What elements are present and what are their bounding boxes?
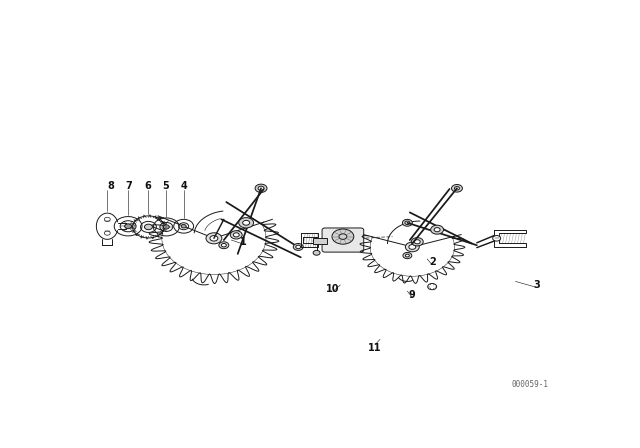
Text: 10: 10 — [326, 284, 340, 294]
Circle shape — [296, 245, 301, 249]
Text: 000059-1: 000059-1 — [511, 380, 548, 389]
Circle shape — [405, 242, 419, 252]
Circle shape — [454, 186, 460, 190]
Text: 7: 7 — [125, 181, 132, 190]
Text: 1: 1 — [240, 237, 247, 247]
Circle shape — [493, 236, 500, 241]
Circle shape — [239, 218, 253, 228]
Circle shape — [145, 224, 152, 230]
Text: 8: 8 — [108, 181, 114, 190]
Circle shape — [403, 253, 412, 258]
Circle shape — [332, 229, 354, 244]
Circle shape — [293, 243, 303, 250]
Circle shape — [428, 284, 436, 290]
Circle shape — [219, 242, 229, 249]
Circle shape — [414, 240, 420, 244]
Circle shape — [181, 224, 186, 228]
Circle shape — [434, 228, 440, 232]
Circle shape — [313, 239, 318, 243]
Bar — [312, 238, 326, 244]
Circle shape — [255, 184, 267, 193]
Circle shape — [451, 185, 463, 192]
Text: 5: 5 — [162, 181, 169, 190]
Circle shape — [405, 254, 410, 257]
Circle shape — [243, 220, 250, 225]
Circle shape — [403, 220, 412, 226]
Circle shape — [210, 236, 218, 241]
Circle shape — [405, 221, 410, 224]
Circle shape — [409, 245, 416, 250]
Circle shape — [125, 224, 132, 228]
Circle shape — [313, 250, 320, 255]
Circle shape — [233, 233, 239, 237]
Text: 4: 4 — [180, 181, 188, 190]
Text: 11: 11 — [369, 343, 382, 353]
Circle shape — [230, 231, 242, 239]
Circle shape — [206, 233, 222, 244]
Circle shape — [412, 237, 423, 246]
Circle shape — [258, 186, 264, 190]
Circle shape — [221, 244, 227, 247]
Text: 9: 9 — [409, 290, 416, 300]
FancyBboxPatch shape — [322, 228, 364, 252]
Text: 3: 3 — [533, 280, 540, 290]
Text: 6: 6 — [145, 181, 151, 190]
Circle shape — [431, 225, 444, 234]
Circle shape — [163, 225, 169, 229]
Text: 2: 2 — [429, 258, 436, 267]
